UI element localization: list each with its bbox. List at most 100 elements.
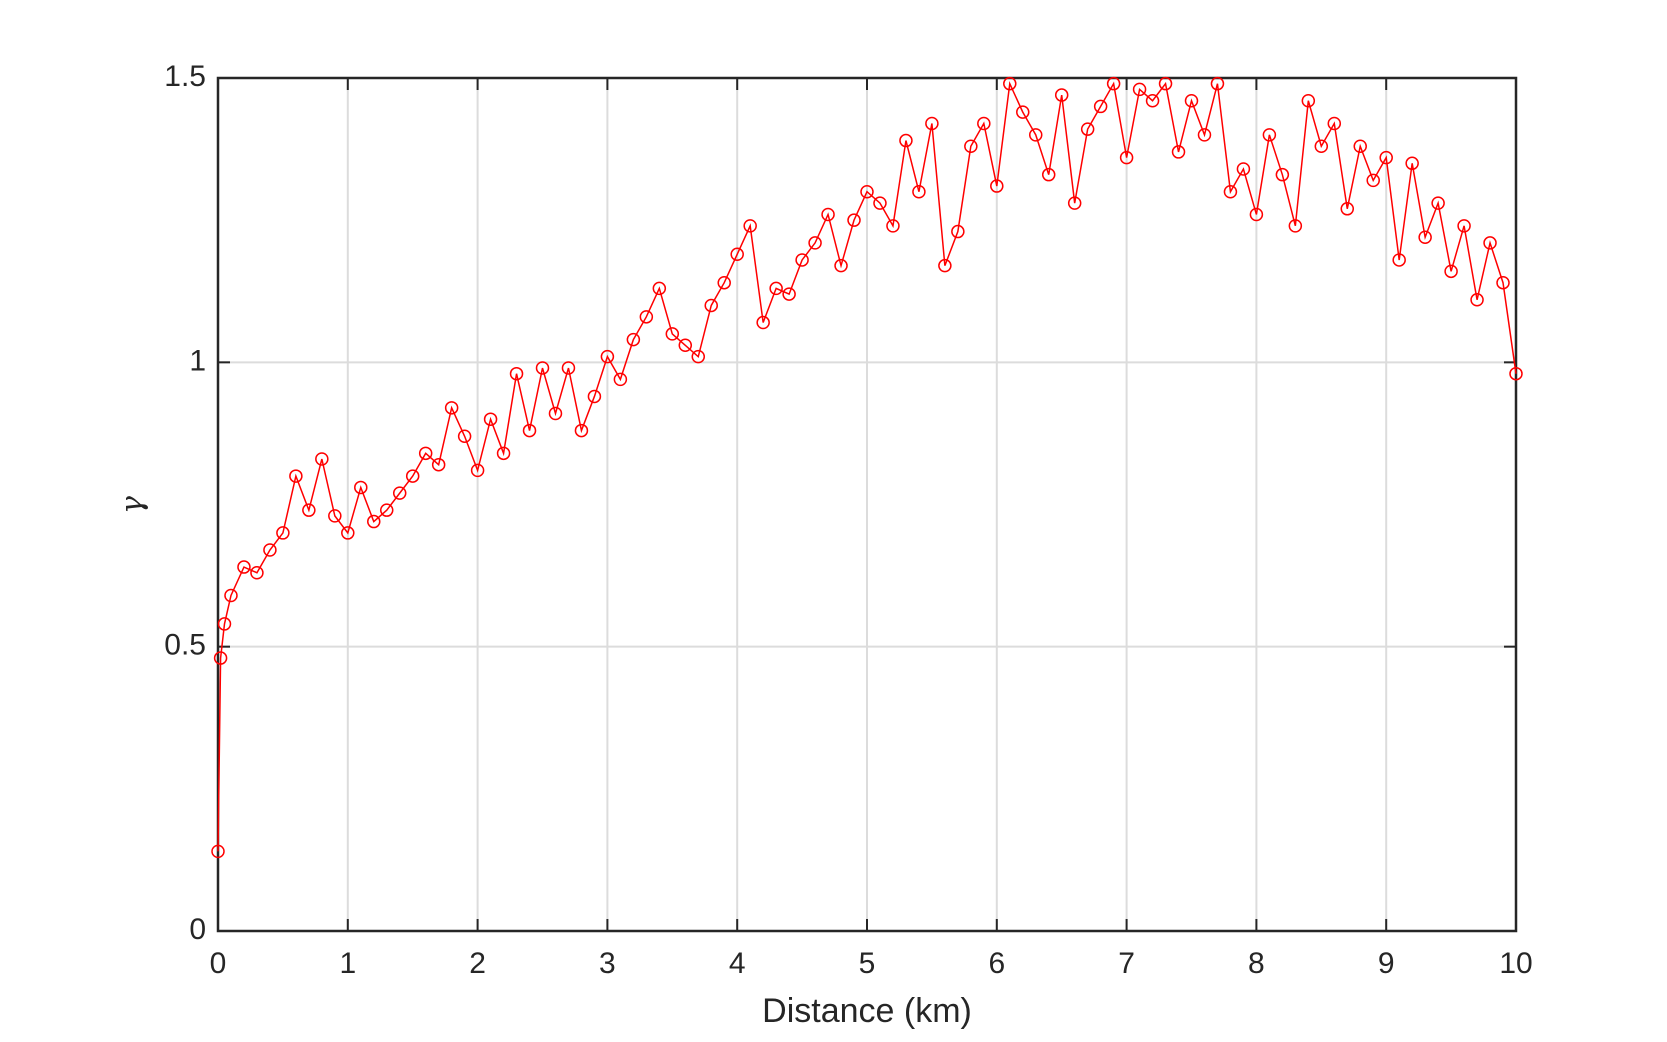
data-point	[860, 184, 874, 199]
data-point	[1132, 82, 1147, 97]
data-point	[938, 258, 952, 273]
data-point	[652, 281, 667, 296]
data-point	[522, 423, 537, 438]
x-tick-label: 9	[1378, 947, 1395, 980]
data-point	[444, 401, 459, 415]
data-point	[951, 224, 965, 239]
data-point	[1314, 139, 1329, 153]
data-point	[1145, 93, 1160, 108]
data-point	[1210, 76, 1225, 91]
data-point	[1262, 128, 1277, 142]
data-point	[1470, 293, 1484, 307]
x-tick-label: 10	[1499, 947, 1532, 980]
x-tick-label: 6	[988, 947, 1005, 980]
data-point	[769, 281, 783, 296]
data-point	[341, 526, 355, 540]
data-point	[302, 503, 316, 517]
data-point	[665, 327, 680, 341]
y-tick-label: 1.5	[164, 60, 206, 93]
data-point	[886, 219, 900, 233]
data-point	[1379, 150, 1393, 165]
data-point	[782, 287, 796, 301]
data-point	[795, 253, 809, 267]
data-point	[535, 361, 550, 375]
data-point	[613, 372, 628, 387]
data-point	[639, 310, 654, 324]
data-point	[912, 184, 926, 199]
data-point	[626, 332, 641, 347]
data-point	[1236, 162, 1251, 176]
data-point	[1171, 145, 1186, 159]
data-point	[1054, 88, 1069, 102]
data-point	[405, 469, 420, 483]
data-point	[1003, 76, 1017, 91]
data-point	[213, 651, 228, 665]
data-point	[328, 509, 342, 523]
y-axis-label: γ	[115, 496, 150, 514]
data-point	[717, 275, 731, 290]
data-point	[1444, 264, 1458, 279]
data-point	[1184, 93, 1199, 108]
data-point	[217, 617, 232, 631]
data-point	[211, 844, 225, 859]
data-point	[1301, 93, 1316, 108]
data-point	[354, 480, 368, 495]
data-point	[509, 366, 524, 381]
x-tick-label: 1	[339, 947, 356, 980]
data-point	[834, 258, 848, 273]
x-tick-label: 4	[729, 947, 746, 980]
data-point	[756, 315, 770, 330]
data-point	[1288, 219, 1303, 233]
data-point	[392, 486, 407, 500]
data-point	[1431, 196, 1445, 210]
x-tick-label: 3	[599, 947, 616, 980]
x-tick-label: 5	[859, 947, 876, 980]
data-point	[1392, 253, 1406, 267]
x-tick-label: 7	[1118, 947, 1135, 980]
data-point	[1366, 173, 1380, 188]
data-point	[548, 406, 563, 421]
data-point	[315, 452, 329, 466]
data-point	[691, 349, 706, 364]
data-point	[704, 298, 718, 313]
data-point	[1275, 167, 1290, 182]
data-point	[457, 429, 472, 444]
x-tick-label: 2	[469, 947, 486, 980]
data-point	[587, 389, 602, 404]
data-point	[977, 116, 991, 131]
data-point	[1041, 167, 1056, 182]
data-point	[1028, 128, 1043, 142]
data-point	[250, 565, 264, 580]
data-point	[1353, 139, 1367, 153]
data-point	[964, 139, 978, 153]
x-tick-label: 8	[1248, 947, 1265, 980]
data-point	[431, 457, 446, 472]
data-point	[678, 338, 693, 353]
data-point	[1158, 76, 1173, 91]
data-point	[1093, 99, 1108, 114]
data-point	[1327, 116, 1342, 131]
data-point	[367, 514, 381, 529]
data-point	[263, 543, 277, 557]
data-point	[600, 349, 615, 364]
data-point	[1197, 128, 1212, 142]
data-point	[730, 247, 744, 262]
x-axis-label: Distance (km)	[762, 992, 972, 1030]
data-point	[1418, 230, 1432, 244]
data-point	[847, 213, 861, 227]
y-tick-label: 1	[189, 344, 206, 377]
data-point	[1080, 122, 1095, 136]
data-point	[379, 503, 394, 517]
y-tick-label: 0	[189, 913, 206, 946]
data-point	[808, 236, 822, 250]
data-point	[289, 469, 303, 483]
data-point	[1106, 76, 1121, 91]
data-point	[1067, 196, 1082, 210]
data-point	[743, 219, 757, 233]
x-tick-label: 0	[210, 947, 227, 980]
data-point	[276, 526, 290, 540]
plot-frame	[216, 76, 1518, 933]
data-point	[1405, 156, 1419, 171]
data-point	[237, 560, 251, 574]
